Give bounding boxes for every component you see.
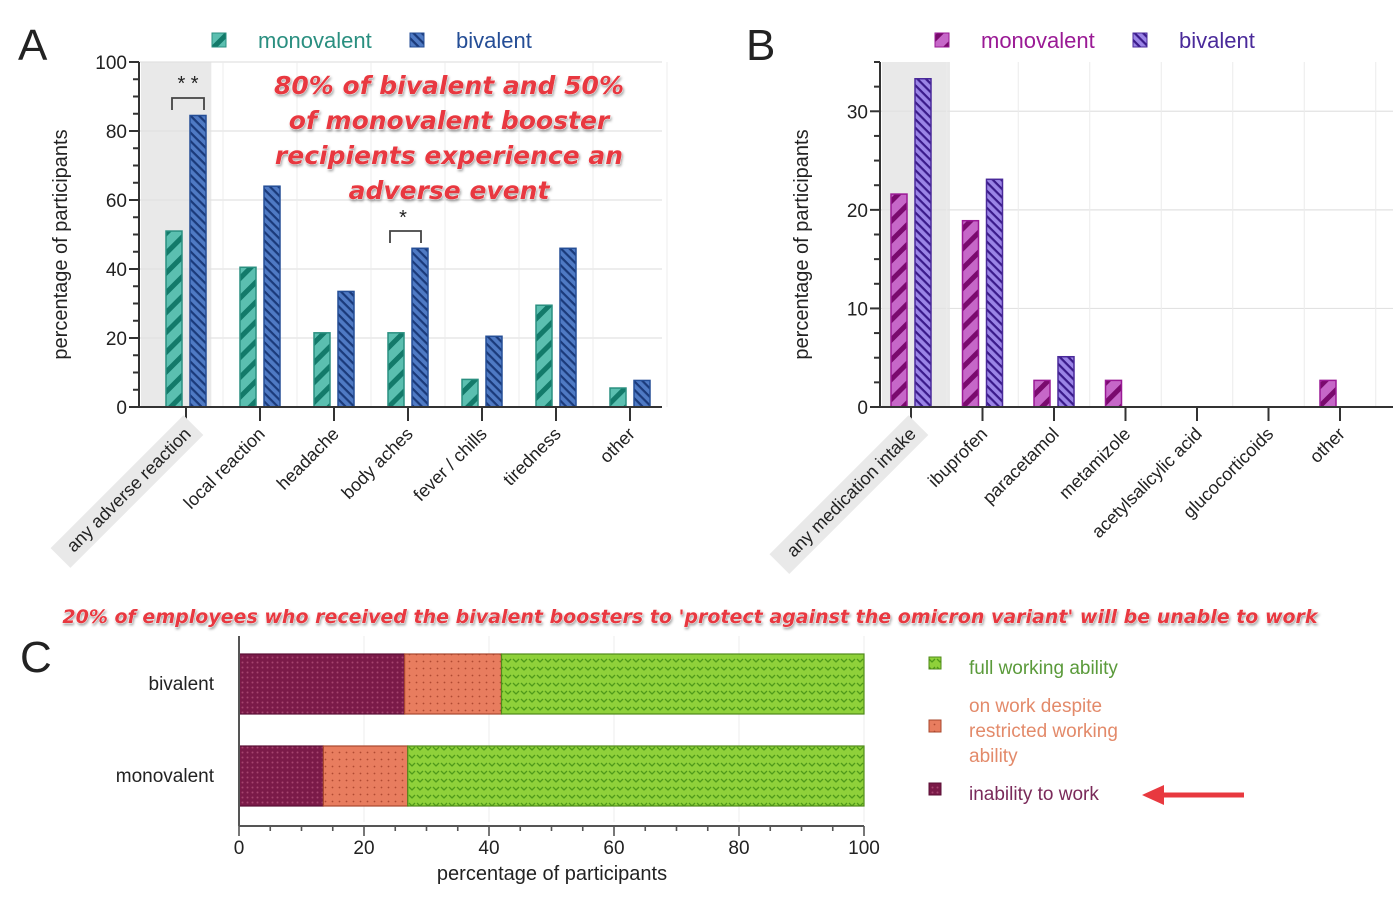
bar-monovalent bbox=[1104, 379, 1123, 408]
x-tick-label: any adverse reaction bbox=[63, 424, 195, 556]
panel-letter: A bbox=[18, 21, 48, 70]
legend-swatch-full-working-ability bbox=[928, 656, 942, 670]
x-tick-label: body aches bbox=[338, 424, 417, 503]
x-tick-label: 60 bbox=[603, 838, 624, 859]
x-tick-label: 40 bbox=[478, 838, 499, 859]
legend-swatch-monovalent bbox=[934, 32, 950, 48]
y-tick-label: 100 bbox=[95, 53, 127, 74]
legend-label: inability to work bbox=[969, 784, 1099, 805]
x-tick-label: 100 bbox=[848, 838, 880, 859]
x-tick-label: 0 bbox=[234, 838, 245, 859]
x-axis-label: percentage of participants bbox=[437, 863, 667, 885]
bar-monovalent bbox=[461, 378, 479, 408]
bar-monovalent bbox=[387, 332, 405, 408]
panel-b: 0 10 20 30 any medication intake ibuprofenpar… bbox=[746, 21, 1393, 575]
y-tick-label: bivalent bbox=[149, 674, 215, 695]
panel-letter: C bbox=[20, 633, 52, 682]
x-tick-label: paracetamol bbox=[979, 424, 1063, 508]
legend-label: restricted working bbox=[969, 721, 1118, 742]
bar-monovalent bbox=[609, 387, 627, 408]
y-tick-label: 40 bbox=[106, 260, 127, 281]
y-axis-label: percentage of participants bbox=[50, 129, 72, 359]
legend-label-monovalent: monovalent bbox=[981, 28, 1095, 53]
x-tick-label: any medication intake bbox=[783, 424, 920, 561]
bar-bivalent bbox=[1057, 355, 1075, 408]
bar-segment-inability-to-work bbox=[238, 653, 406, 715]
bar-monovalent bbox=[1319, 379, 1337, 408]
bar-segment-on-work-despite-restricted-working-ability bbox=[322, 745, 409, 807]
bar-monovalent bbox=[890, 193, 908, 408]
bar-monovalent bbox=[165, 230, 183, 408]
x-tick-label: fever / chills bbox=[409, 424, 490, 505]
significance-label: * * bbox=[177, 73, 198, 95]
arrow-left-icon bbox=[1142, 785, 1164, 805]
significance-label: * bbox=[399, 207, 407, 229]
x-tick-label: ibuprofen bbox=[924, 424, 991, 491]
bar-bivalent bbox=[559, 247, 577, 408]
annotation-line: recipients experience an bbox=[275, 141, 623, 170]
panel-letter: B bbox=[746, 21, 775, 70]
legend-label: full working ability bbox=[969, 658, 1118, 679]
bar-monovalent bbox=[535, 304, 553, 408]
annotation-line: adverse event bbox=[349, 176, 551, 205]
y-tick-label: 0 bbox=[857, 398, 868, 419]
annotation-line: of monovalent booster bbox=[289, 106, 611, 135]
legend-label-monovalent: monovalent bbox=[258, 28, 372, 53]
legend-label-bivalent: bivalent bbox=[456, 28, 532, 53]
annotation-line: 80% of bivalent and 50% bbox=[274, 71, 624, 100]
bar-segment-full-working-ability bbox=[407, 745, 865, 807]
bar-segment-inability-to-work bbox=[238, 745, 324, 807]
bar-bivalent bbox=[263, 185, 281, 408]
y-tick-label: 30 bbox=[847, 102, 868, 123]
bar-monovalent bbox=[1033, 379, 1051, 408]
bar-segment-full-working-ability bbox=[500, 653, 865, 715]
x-tick-label: headache bbox=[273, 424, 343, 494]
bar-monovalent bbox=[961, 219, 980, 408]
bar-bivalent bbox=[337, 290, 355, 408]
annotation: 20% of employees who received the bivale… bbox=[62, 606, 1319, 628]
legend-swatch-bivalent bbox=[409, 32, 425, 48]
y-tick-label: 20 bbox=[847, 201, 868, 222]
y-tick-label: 10 bbox=[847, 299, 868, 320]
y-tick-label: 20 bbox=[106, 329, 127, 350]
legend-label-bivalent: bivalent bbox=[1179, 28, 1255, 53]
bar-monovalent bbox=[313, 332, 331, 408]
x-tick-label-highlight bbox=[769, 415, 929, 575]
significance-bracket bbox=[171, 97, 205, 110]
bar-segment-on-work-despite-restricted-working-ability bbox=[404, 653, 503, 715]
legend-swatch-bivalent bbox=[1132, 32, 1148, 48]
bar-bivalent bbox=[189, 114, 207, 408]
x-tick-label: other bbox=[1306, 424, 1349, 467]
x-tick-label: 20 bbox=[353, 838, 374, 859]
legend-label: on work despite bbox=[969, 696, 1102, 717]
legend-swatch-inability-to-work bbox=[928, 782, 942, 796]
y-tick-label: monovalent bbox=[116, 766, 215, 787]
x-tick-label: tiredness bbox=[499, 424, 565, 490]
bar-bivalent bbox=[985, 178, 1004, 408]
bar-bivalent bbox=[411, 247, 429, 408]
x-tick-label: 80 bbox=[728, 838, 749, 859]
bar-monovalent bbox=[239, 266, 257, 408]
bar-bivalent bbox=[914, 78, 932, 408]
bar-bivalent bbox=[485, 335, 503, 408]
y-tick-label: 80 bbox=[106, 122, 127, 143]
bar-bivalent bbox=[633, 379, 651, 408]
y-axis-label: percentage of participants bbox=[791, 129, 813, 359]
panel-c: bivalent monovalent 0 20 40 60 80 100 percentage… bbox=[20, 606, 1319, 885]
x-tick-label-highlight bbox=[50, 415, 204, 568]
legend-label: ability bbox=[969, 746, 1018, 767]
significance-bracket bbox=[389, 230, 422, 243]
x-tick-label: metamizole bbox=[1055, 424, 1134, 503]
y-tick-label: 0 bbox=[116, 398, 127, 419]
legend-swatch-monovalent bbox=[211, 32, 227, 48]
y-tick-label: 60 bbox=[106, 191, 127, 212]
legend-swatch-on-work-despite-restricted-working-ability bbox=[928, 719, 942, 733]
x-tick-label: other bbox=[596, 424, 639, 467]
